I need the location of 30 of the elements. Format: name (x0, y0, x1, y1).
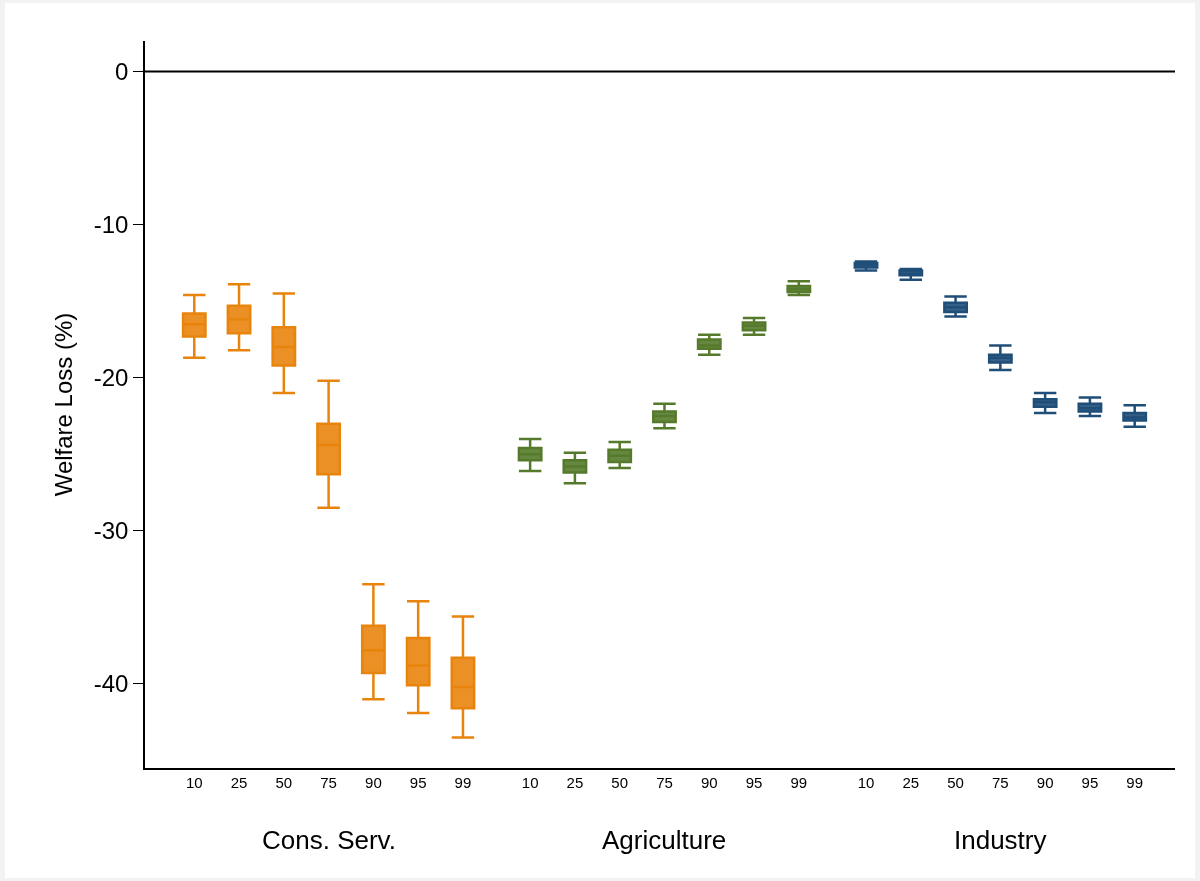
x-tick-label: 10 (185, 773, 203, 791)
x-tick-label: 90 (700, 773, 718, 791)
y-axis-title: Welfare Loss (%) (50, 312, 78, 497)
x-tick-label: 95 (409, 773, 427, 791)
x-tick-label: 25 (902, 773, 920, 791)
y-tick-label: -10 (93, 211, 129, 239)
x-tick-label: 90 (1036, 773, 1054, 791)
x-tick-label: 50 (611, 773, 629, 791)
x-tick-label: 75 (656, 773, 673, 791)
x-tick-label: 75 (320, 773, 337, 791)
y-tick-label: 0 (115, 58, 129, 86)
x-tick-label: 10 (521, 773, 539, 791)
x-tick-label: 10 (857, 773, 875, 791)
x-tick-label: 95 (745, 773, 763, 791)
x-tick-label: 99 (790, 773, 808, 791)
text: Agriculture (602, 825, 727, 855)
y-tick-label: -30 (93, 517, 129, 545)
text: Industry (954, 825, 1047, 855)
x-tick-label: 75 (992, 773, 1009, 791)
x-tick-label: 95 (1081, 773, 1099, 791)
y-tick-label: -20 (93, 364, 129, 392)
x-tick-label: 25 (230, 773, 248, 791)
y-tick-label: -40 (93, 670, 129, 698)
x-tick-label: 50 (947, 773, 964, 791)
x-tick-label: 99 (454, 773, 472, 791)
text: Cons. Serv. (262, 825, 396, 855)
x-tick-label: 50 (275, 773, 293, 791)
x-tick-label: 90 (365, 773, 382, 791)
x-tick-label: 99 (1126, 773, 1144, 791)
x-tick-label: 25 (566, 773, 584, 791)
